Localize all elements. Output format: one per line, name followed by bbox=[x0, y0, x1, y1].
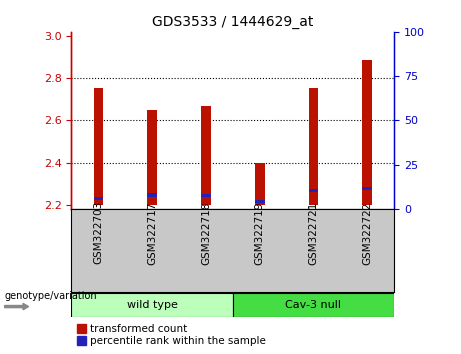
Legend: transformed count, percentile rank within the sample: transformed count, percentile rank withi… bbox=[77, 324, 266, 346]
Bar bbox=[201, 106, 211, 205]
Bar bbox=[148, 110, 157, 205]
Bar bbox=[201, 194, 211, 197]
Text: Cav-3 null: Cav-3 null bbox=[285, 300, 342, 310]
Bar bbox=[148, 193, 157, 196]
Bar bbox=[362, 187, 372, 190]
Bar bbox=[309, 189, 318, 193]
Bar bbox=[233, 293, 394, 317]
Text: genotype/variation: genotype/variation bbox=[5, 291, 97, 301]
Bar bbox=[362, 60, 372, 205]
Bar bbox=[94, 88, 103, 205]
Bar bbox=[255, 163, 265, 205]
Bar bbox=[71, 293, 233, 317]
Bar bbox=[94, 196, 103, 200]
Bar bbox=[309, 88, 318, 205]
Text: wild type: wild type bbox=[127, 300, 177, 310]
Bar bbox=[255, 200, 265, 202]
Title: GDS3533 / 1444629_at: GDS3533 / 1444629_at bbox=[152, 16, 313, 29]
